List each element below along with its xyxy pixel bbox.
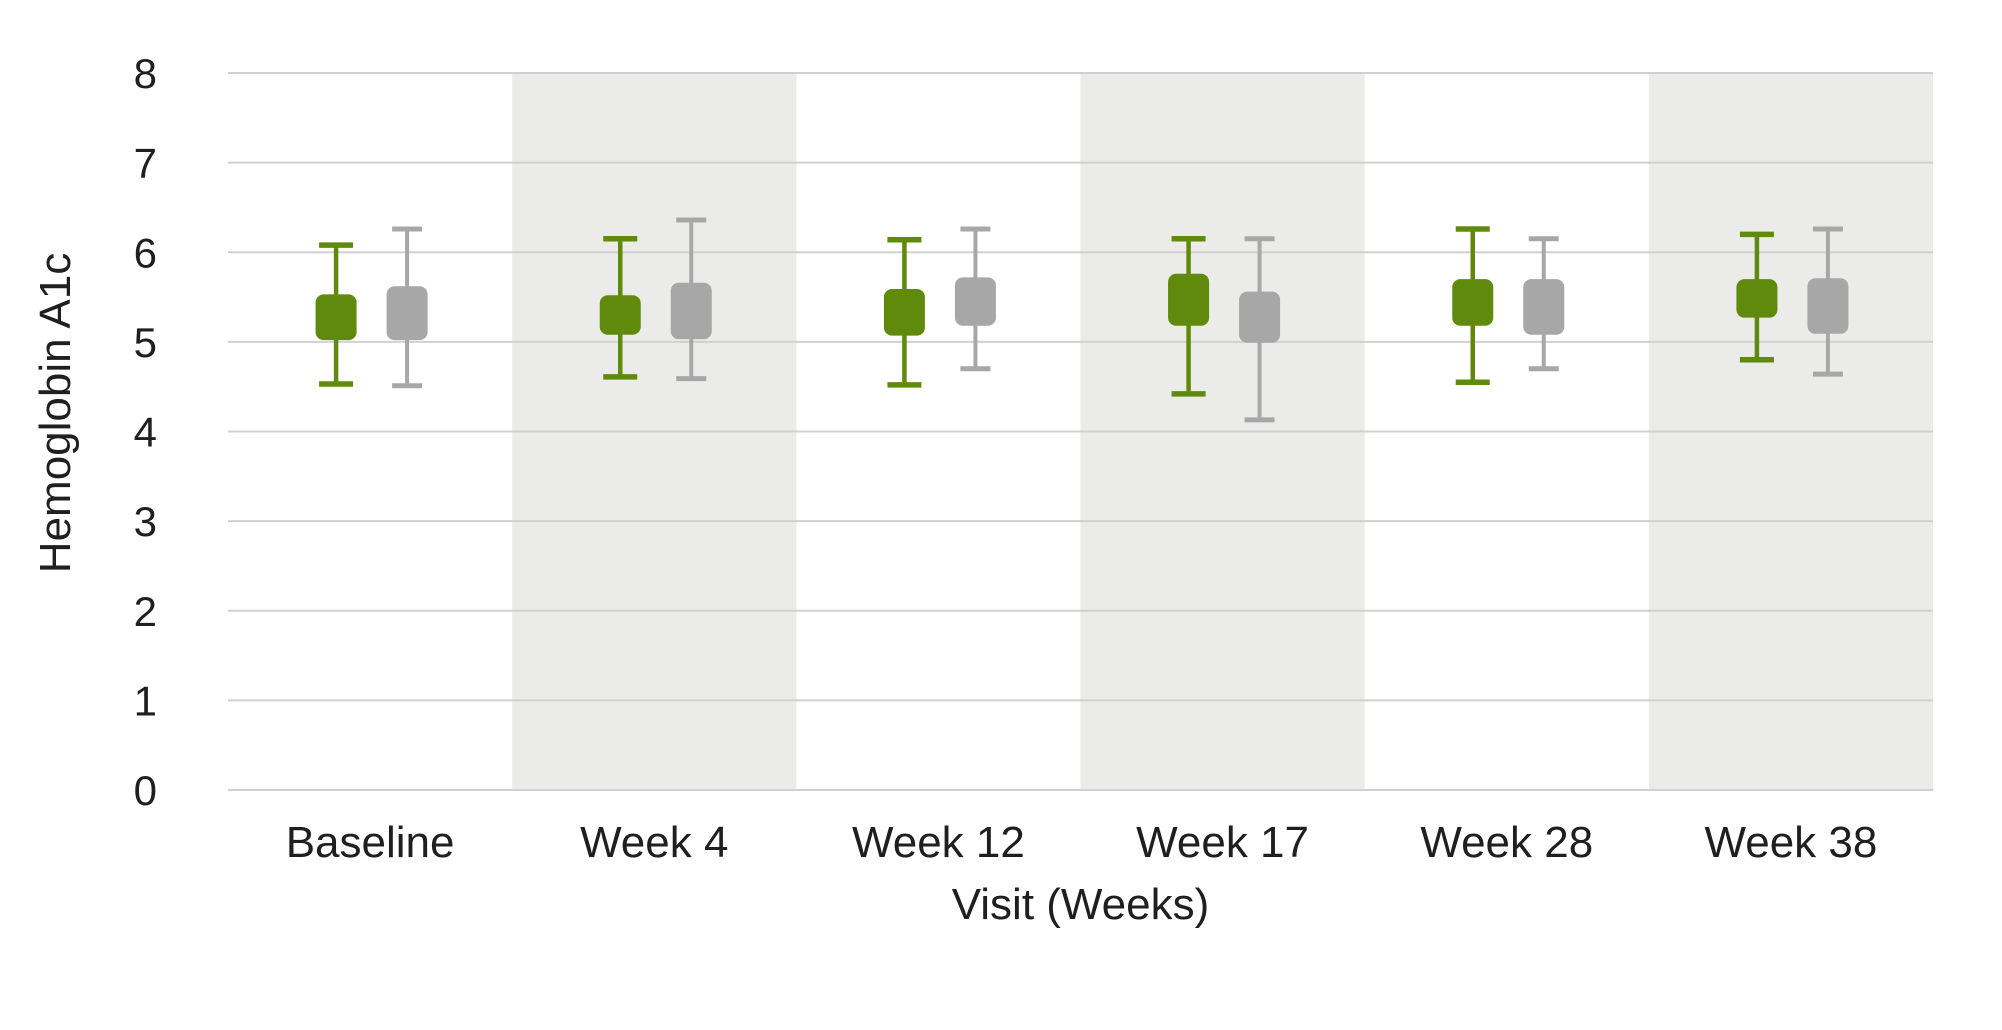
x-axis-title: Visit (Weeks) xyxy=(952,880,1210,929)
gray-series-box xyxy=(670,282,712,340)
y-tick-label: 6 xyxy=(134,229,157,276)
x-tick-label: Week 17 xyxy=(1136,818,1309,867)
y-tick-label: 4 xyxy=(134,409,157,456)
green-series-box xyxy=(599,295,641,335)
green-series-box xyxy=(1168,273,1210,326)
y-tick-label: 8 xyxy=(134,50,157,97)
x-tick-label: Baseline xyxy=(286,818,455,867)
gray-series-box xyxy=(1523,279,1565,335)
y-tick-label: 0 xyxy=(134,767,157,814)
y-tick-label: 2 xyxy=(134,588,157,635)
x-tick-label: Week 38 xyxy=(1704,818,1877,867)
green-series-box xyxy=(883,288,925,336)
green-series-box xyxy=(1736,279,1778,318)
x-tick-label: Week 28 xyxy=(1420,818,1593,867)
gray-series-box xyxy=(1807,278,1849,334)
y-axis-title: Hemoglobin A1c xyxy=(31,253,80,573)
green-series-box xyxy=(315,294,357,341)
gray-series-box xyxy=(386,286,428,341)
gray-series-box xyxy=(1239,291,1281,343)
y-tick-label: 5 xyxy=(134,319,157,366)
y-tick-label: 3 xyxy=(134,498,157,545)
gray-series-box xyxy=(954,277,996,326)
green-series-box xyxy=(1452,279,1494,326)
x-tick-label: Week 4 xyxy=(580,818,728,867)
x-tick-label: Week 12 xyxy=(852,818,1025,867)
y-tick-label: 1 xyxy=(134,677,157,724)
y-tick-label: 7 xyxy=(134,140,157,187)
